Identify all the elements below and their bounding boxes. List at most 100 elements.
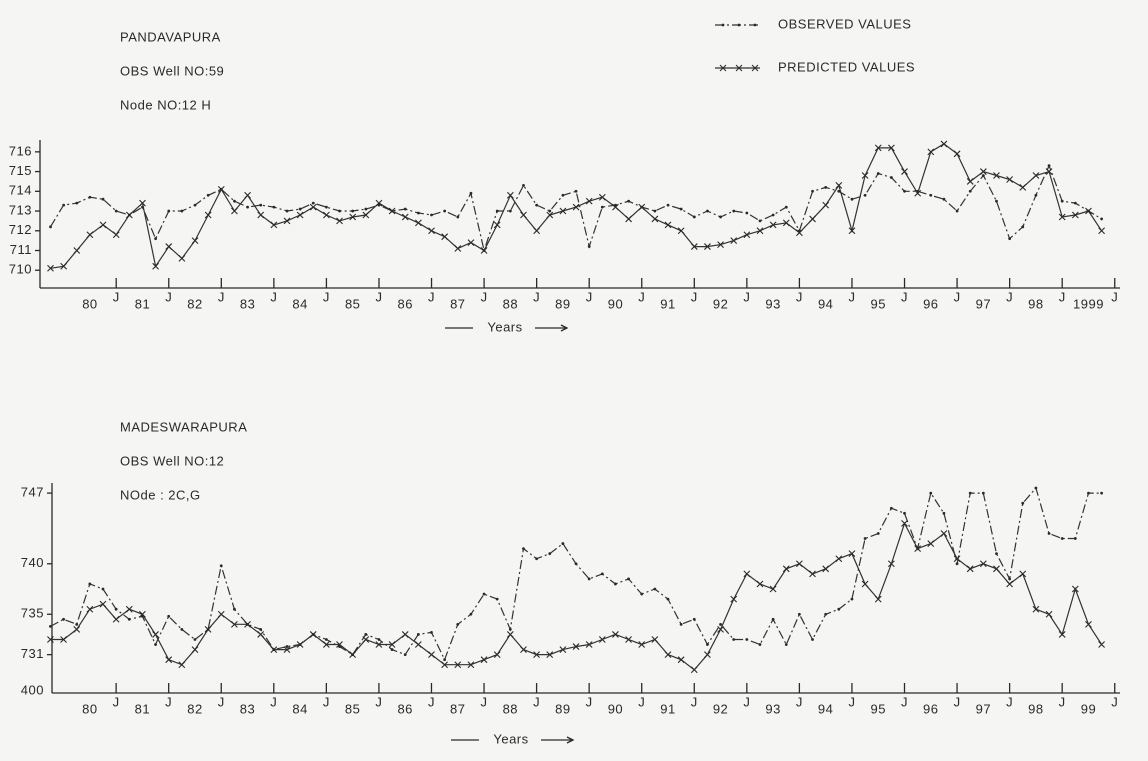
x-marker: [796, 560, 803, 568]
dot-marker: [482, 592, 486, 596]
x-marker: [375, 199, 383, 207]
x-tick-label: 96: [923, 296, 938, 311]
y-tick-label: 712: [9, 222, 32, 237]
dot-marker: [167, 209, 171, 213]
x-marker: [230, 620, 238, 628]
x-tick-label: 88: [503, 296, 518, 311]
x-marker: [1071, 585, 1079, 593]
dot-marker: [797, 612, 801, 616]
x-marker: [598, 636, 606, 643]
x-marker: [493, 221, 501, 229]
dot-marker: [522, 547, 525, 551]
x-marker: [520, 211, 527, 219]
x-marker: [1098, 641, 1105, 648]
dot-marker: [456, 215, 460, 219]
dot-marker: [876, 172, 880, 175]
dot-marker: [600, 572, 604, 576]
dot-marker: [600, 205, 604, 209]
x-marker: [796, 229, 803, 237]
legend-marker: [751, 64, 759, 72]
x-marker: [283, 217, 291, 225]
dot-marker: [508, 627, 512, 631]
dot-marker: [955, 209, 959, 213]
x-tick-label: 94: [818, 296, 833, 311]
dot-marker: [850, 197, 854, 201]
x-marker: [1019, 183, 1027, 191]
dot-marker: [561, 193, 565, 197]
x-marker: [638, 641, 646, 648]
x-marker: [506, 631, 514, 638]
dot-marker: [942, 511, 946, 515]
x-marker: [756, 580, 764, 588]
x-tick-label: J: [1006, 289, 1013, 304]
dot-marker: [233, 199, 236, 203]
x-marker: [979, 560, 987, 568]
x-tick-label: J: [1059, 289, 1066, 304]
dot-marker: [403, 207, 407, 211]
dot-marker: [49, 225, 52, 229]
dot-marker: [167, 614, 171, 618]
dot-marker: [443, 658, 447, 662]
x-tick-label: 81: [135, 701, 150, 716]
dot-marker: [127, 617, 131, 621]
dot-marker: [1008, 577, 1012, 581]
legend-marker: [721, 23, 725, 27]
x-marker: [362, 211, 370, 219]
dot-marker: [114, 607, 118, 611]
dot-marker: [351, 209, 355, 213]
dot-marker: [430, 631, 433, 634]
x-marker: [231, 207, 238, 215]
dot-marker: [1034, 193, 1038, 197]
x-tick-label: 87: [450, 296, 465, 311]
x-marker: [454, 245, 462, 252]
x-tick-label: J: [533, 694, 540, 709]
x-marker: [993, 172, 1000, 179]
dot-marker: [850, 597, 854, 601]
x-marker: [441, 661, 449, 669]
x-marker: [401, 631, 409, 638]
y-tick-label: 715: [9, 163, 32, 178]
x-tick-label: J: [586, 289, 593, 304]
x-marker: [1045, 610, 1053, 618]
dot-marker: [692, 215, 696, 219]
x-marker: [914, 545, 922, 553]
dot-marker: [285, 645, 289, 648]
x-marker: [309, 203, 317, 211]
dot-marker: [732, 209, 736, 213]
x-marker: [375, 641, 383, 648]
dot-marker: [627, 199, 631, 203]
y-axis-break-label: 400: [21, 682, 44, 697]
y-tick-label: 714: [9, 183, 32, 198]
x-marker: [966, 565, 974, 573]
dot-marker: [929, 193, 933, 197]
x-marker: [901, 168, 908, 175]
x-marker: [782, 219, 790, 227]
x-tick-label: 91: [660, 296, 675, 311]
x-marker: [323, 211, 330, 219]
x-marker: [612, 203, 619, 211]
x-marker: [86, 231, 94, 239]
x-marker: [914, 189, 922, 197]
dot-marker: [679, 207, 683, 211]
dot-marker: [995, 552, 998, 556]
x-marker: [1032, 605, 1040, 613]
dot-marker: [771, 213, 775, 217]
x-marker: [204, 626, 212, 633]
dot-marker: [101, 587, 105, 591]
dot-marker: [706, 643, 709, 646]
y-tick-label: 716: [9, 143, 32, 158]
dot-marker: [49, 624, 52, 628]
dot-marker: [719, 622, 722, 626]
x-tick-label: 95: [870, 701, 885, 716]
chart-subtitle: OBS Well NO:59: [120, 63, 224, 78]
x-marker: [533, 651, 540, 659]
x-marker: [112, 231, 120, 239]
x-tick-label: 88: [503, 701, 518, 716]
x-tick-label: J: [691, 289, 698, 304]
x-marker: [73, 247, 81, 254]
x-tick-label: 99: [1081, 701, 1096, 716]
x-marker: [533, 227, 541, 235]
dot-marker: [1073, 537, 1077, 540]
dot-marker: [929, 491, 933, 495]
